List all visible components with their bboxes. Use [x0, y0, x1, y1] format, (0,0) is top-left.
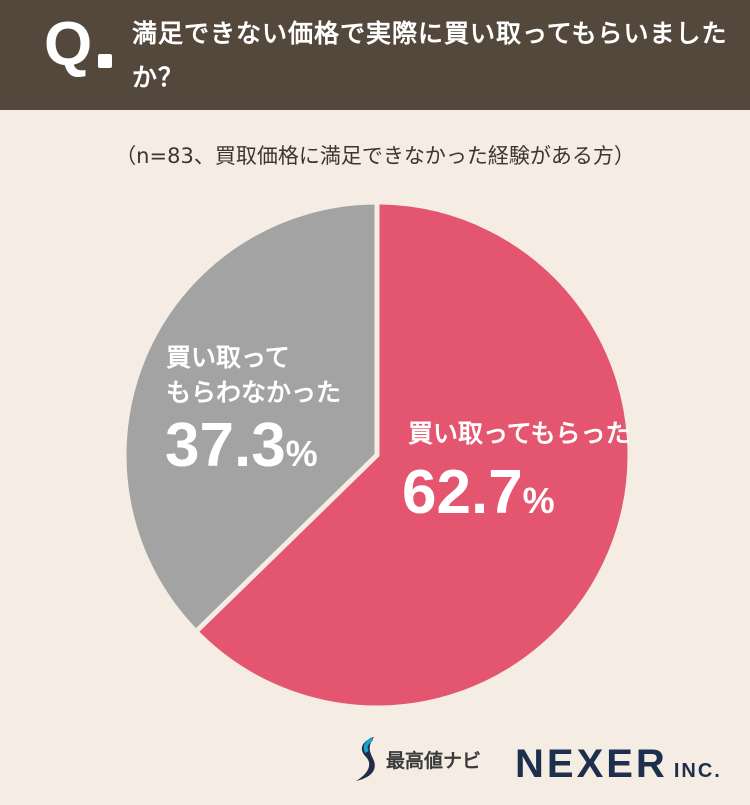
pie-slice-yes [193, 199, 633, 711]
slice-label-no: 買い取って もらわなかった [166, 343, 342, 407]
percent-sign: % [522, 480, 555, 521]
sample-subtitle: （n=83、買取価格に満足できなかった経験がある方） [115, 144, 635, 168]
company-suffix: INC. [673, 760, 722, 782]
slice-label-yes: 買い取ってもらった [408, 419, 631, 448]
slice-value-yes-number: 62.7 [402, 458, 523, 527]
slice-value-no: 37.3% [165, 415, 318, 477]
q-dot [98, 54, 112, 68]
brand-swoosh-icon [356, 737, 375, 781]
brand-logo: 最高値ナビ [352, 735, 481, 783]
slice-value-no-number: 37.3 [165, 411, 286, 480]
pie-slice-no [121, 199, 380, 635]
header-bar: Q 満足できない価格で実際に買い取ってもらいましたか？ [0, 0, 750, 110]
percent-sign: % [285, 433, 318, 474]
company-logo: NEXER INC. [515, 742, 722, 787]
brand-name: 最高値ナビ [386, 749, 482, 772]
company-name: NEXER [515, 742, 668, 786]
question-title: 満足できない価格で実際に買い取ってもらいましたか？ [132, 19, 728, 92]
q-letter: Q [44, 10, 93, 79]
slice-value-yes: 62.7% [402, 462, 555, 524]
